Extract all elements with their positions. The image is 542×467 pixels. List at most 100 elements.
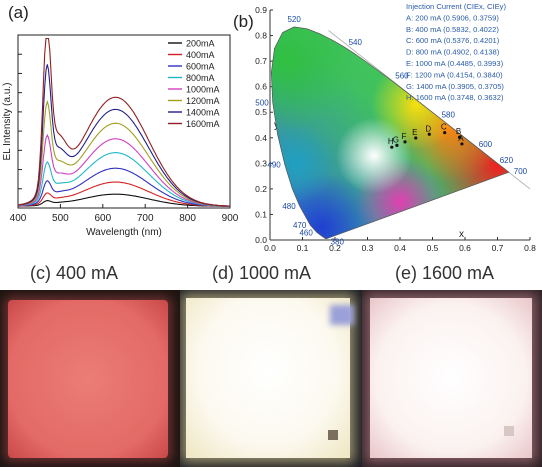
cie-legend-title: Injection Current (CIEx, CIEy)	[406, 2, 506, 11]
series-line-1600mA	[17, 37, 230, 207]
x-tick-label: 0.8	[524, 243, 536, 253]
legend-label: 200mA	[186, 39, 215, 49]
x-tick-label: 0.4	[394, 243, 406, 253]
legend-label: 1200mA	[186, 96, 220, 106]
photo-1600ma-spot	[504, 426, 514, 436]
y-tick-label: 0.3	[255, 158, 267, 168]
wavelength-label-560: 560	[395, 71, 409, 80]
wavelength-label-700: 700	[514, 167, 528, 176]
photo-1000ma-dark-spot	[328, 430, 338, 440]
wavelength-label-520: 520	[287, 15, 301, 24]
series-line-1400mA	[17, 64, 230, 207]
x-tick-label: 0.3	[362, 243, 374, 253]
cie-point-label-G: G	[393, 135, 399, 144]
cie-point-H	[390, 145, 394, 149]
wavelength-label-600: 600	[479, 140, 493, 149]
plot-frame	[17, 34, 231, 209]
wavelength-label-580: 580	[442, 111, 456, 120]
cie-point-label-A: A	[458, 134, 464, 143]
gamut-blend	[271, 26, 357, 132]
cie-point-D	[427, 132, 431, 136]
cie-point-label-F: F	[402, 132, 407, 141]
photo-400ma	[0, 290, 180, 467]
series-line-1200mA	[17, 99, 230, 207]
photo-1600ma	[362, 290, 542, 467]
wavelength-label-620: 620	[500, 156, 514, 165]
x-tick-label: 0.1	[297, 243, 309, 253]
cie-legend-line: B: 400 mA (0.5832, 0.4022)	[406, 25, 499, 34]
y-tick-label: 0.9	[255, 5, 267, 15]
y-tick-label: 0.4	[255, 133, 267, 143]
series-line-400mA	[17, 181, 230, 207]
x-tick-label: 0.7	[492, 243, 504, 253]
cie-legend-line: H: 1600 mA (0.3748, 0.3632)	[406, 93, 504, 102]
wavelength-label-460: 460	[299, 228, 313, 237]
y-tick-label: 0.7	[255, 56, 267, 66]
photo-1000ma	[180, 290, 362, 467]
y-tick-label: 0.8	[255, 31, 267, 41]
wavelength-label-540: 540	[349, 38, 363, 47]
cie-legend-line: C: 600 mA (0.5376, 0.4201)	[406, 36, 500, 45]
legend-label: 600mA	[186, 62, 215, 72]
cie-point-label-C: C	[441, 123, 447, 132]
series-line-1000mA	[17, 133, 230, 207]
y-tick-label: 0.1	[255, 209, 267, 219]
cie-point-A	[460, 142, 464, 146]
el-spectrum-chart: 400 500 600 700 800 900 Wavelength (nm) EL Inte…	[2, 34, 239, 238]
panel-a-label: (a)	[8, 3, 29, 22]
y-tick-label: 0.0	[255, 235, 267, 245]
legend-label: 400mA	[186, 50, 215, 60]
cie-legend-line: G: 1400 mA (0.3905, 0.3705)	[406, 82, 504, 91]
panel-b-label: (b)	[233, 12, 254, 31]
series-line-600mA	[17, 167, 230, 207]
x-tick-label: 0.0	[264, 243, 276, 253]
y-tick-label: 0.2	[255, 184, 267, 194]
wavelength-label-380: 380	[331, 238, 345, 247]
photo-1000ma-blue-corner	[330, 305, 354, 325]
cie-point-label-H: H	[388, 137, 394, 146]
panel-d-label: (d) 1000 mA	[212, 263, 312, 283]
y-tick-label: 0.6	[255, 82, 267, 92]
legend-label: 1600mA	[186, 119, 220, 129]
wavelength-label-500: 500	[255, 98, 269, 107]
cie-point-label-D: D	[425, 124, 431, 133]
x-tick-label: 800	[179, 213, 196, 224]
wavelength-label-490: 490	[267, 161, 281, 170]
x-tick-label: 0.5	[427, 243, 439, 253]
cie-point-C	[443, 131, 447, 135]
spectral-locus	[270, 26, 510, 240]
legend-label: 800mA	[186, 73, 215, 83]
x-tick-label: 0.6	[459, 243, 471, 253]
y-tick-label: 0.5	[255, 107, 267, 117]
y-axis-label: EL Intensity (a.u.)	[2, 83, 13, 161]
gamut-blend	[336, 117, 412, 194]
cie-legend-line: D: 800 mA (0.4902, 0.4138)	[406, 48, 500, 57]
cie-legend-line: E: 1000 mA (0.4485, 0.3993)	[406, 59, 504, 68]
x-tick-label: 900	[222, 213, 239, 224]
panel-c-label: (c) 400 mA	[30, 263, 119, 283]
cie-point-E	[414, 136, 418, 140]
x-tick-label: 400	[10, 213, 27, 224]
x-tick-label: 500	[52, 213, 69, 224]
photo-1000ma-emission	[186, 298, 350, 458]
legend-label: 1000mA	[186, 85, 220, 95]
series-line-800mA	[17, 152, 230, 207]
cie-point-B	[457, 135, 462, 139]
legend-label: 1400mA	[186, 108, 220, 118]
cie-legend-line: F: 1200 mA (0.4154, 0.3840)	[406, 70, 503, 79]
cie-point-label-E: E	[412, 128, 417, 137]
x-tick-label: 0.2	[329, 243, 341, 253]
cie-point-F	[403, 140, 407, 144]
x-axis-label: x	[459, 229, 464, 240]
x-tick-label: 600	[94, 213, 111, 224]
wavelength-label-470: 470	[293, 221, 307, 230]
cie-point-label-B: B	[456, 127, 461, 136]
cie-legend-line: A: 200 mA (0.5906, 0.3759)	[406, 13, 499, 22]
photo-400ma-emission	[8, 300, 168, 458]
cie-point-G	[395, 143, 399, 147]
series-line-200mA	[18, 193, 230, 207]
panel-e-label: (e) 1600 mA	[395, 263, 495, 283]
x-tick-label: 700	[137, 213, 154, 224]
x-axis-label: Wavelength (nm)	[86, 227, 162, 238]
cie-chromaticity-chart: 0.0 0.1 0.2 0.3 0.4 0.5 0.6 0.7 0.8 0.0 0.1 0.2 0.3 0…	[255, 2, 536, 253]
